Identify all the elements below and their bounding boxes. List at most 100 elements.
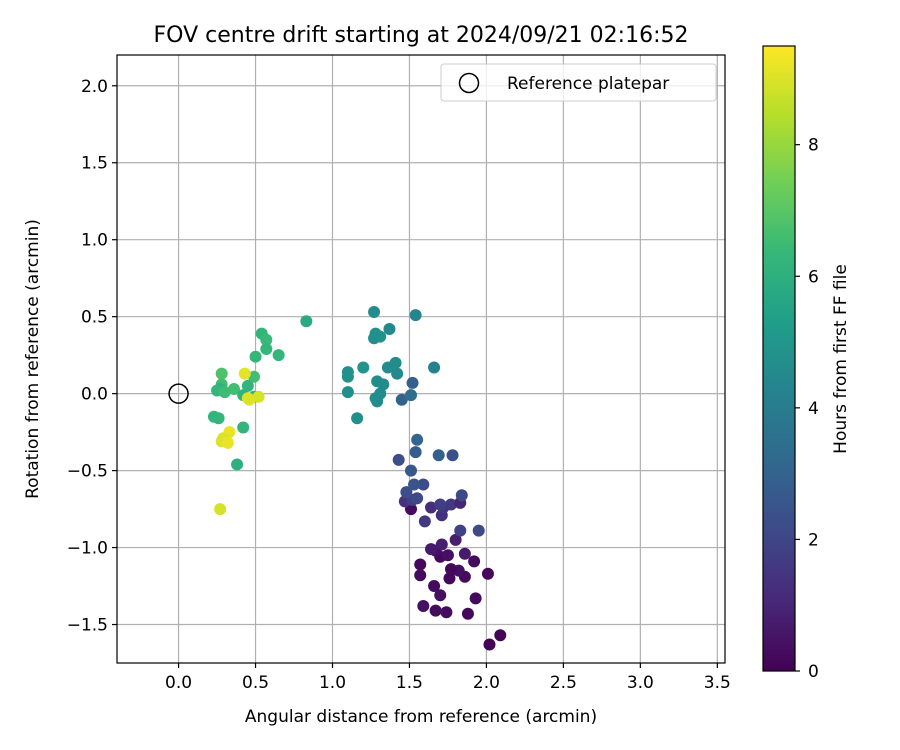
data-point	[214, 503, 227, 516]
data-points	[168, 306, 507, 651]
colorbar-label: Hours from first FF file	[831, 264, 851, 454]
legend-entry-reference-platepar: Reference platepar	[507, 74, 669, 94]
data-point	[425, 501, 438, 514]
data-point	[417, 478, 430, 491]
colorbar-tick-label: 0	[808, 662, 819, 682]
data-point	[241, 392, 254, 405]
legend-marker-icon	[458, 72, 480, 94]
data-point	[260, 333, 273, 346]
data-point	[395, 393, 408, 406]
data-point	[368, 306, 381, 319]
data-point	[432, 449, 445, 462]
colorbar: 0 2 4 6 8 Hours from first FF file	[762, 45, 851, 682]
colorbar-ticks: 0 2 4 6 8	[795, 136, 819, 682]
data-point	[238, 367, 251, 380]
y-tick-label: 2.0	[81, 77, 108, 97]
data-point	[212, 412, 225, 425]
data-point	[458, 547, 471, 560]
x-tick-label: 3.5	[704, 673, 731, 693]
data-point	[237, 421, 250, 434]
colorbar-gradient	[762, 45, 796, 672]
data-point	[428, 361, 441, 374]
data-point	[231, 458, 244, 471]
grid	[117, 55, 725, 663]
data-point	[247, 370, 260, 383]
data-point	[454, 524, 467, 537]
legend-box	[440, 63, 717, 102]
data-point	[461, 607, 474, 620]
data-point	[249, 350, 262, 363]
data-point	[341, 366, 354, 379]
x-axis-label: Angular distance from reference (arcmin)	[245, 707, 597, 727]
data-point	[441, 549, 454, 562]
data-point	[218, 386, 231, 399]
reference-platepar-marker	[168, 383, 189, 404]
data-point	[417, 600, 430, 613]
chart-title: FOV centre drift starting at 2024/09/21 …	[154, 23, 689, 48]
data-point	[400, 486, 413, 499]
data-point	[369, 392, 382, 405]
data-point	[418, 515, 431, 528]
plot-frame	[116, 54, 726, 664]
data-point	[425, 543, 438, 556]
data-point	[414, 569, 427, 582]
colorbar-tick-label: 4	[808, 399, 819, 419]
data-point	[406, 376, 419, 389]
data-point	[435, 538, 448, 551]
x-tick-label: 0.5	[242, 673, 269, 693]
x-tick-label: 3.0	[627, 673, 654, 693]
x-axis-ticks: 0.0 0.5 1.0 1.5 2.0 2.5 3.0 3.5	[165, 663, 731, 693]
data-point	[411, 433, 424, 446]
y-tick-label: 1.0	[81, 231, 108, 251]
data-point	[260, 342, 273, 355]
data-point	[411, 492, 424, 505]
data-point	[446, 449, 459, 462]
y-axis-label: Rotation from reference (arcmin)	[23, 219, 43, 499]
data-point	[445, 498, 458, 511]
data-point	[300, 315, 313, 328]
legend: Reference platepar	[440, 63, 717, 102]
data-point	[481, 567, 494, 580]
data-point	[440, 606, 453, 619]
data-point	[494, 629, 507, 642]
data-point	[445, 563, 458, 576]
data-point	[409, 446, 422, 459]
data-point	[341, 386, 354, 399]
data-point	[483, 638, 496, 651]
data-point	[469, 592, 482, 605]
data-point	[215, 367, 228, 380]
data-point	[391, 367, 404, 380]
data-point	[377, 378, 390, 391]
y-axis-ticks: −1.5 −1.0 −0.5 0.0 0.5 1.0 1.5 2.0	[67, 77, 117, 636]
data-point	[409, 309, 422, 322]
data-point	[383, 322, 396, 335]
x-tick-label: 1.0	[319, 673, 346, 693]
data-point	[428, 580, 441, 593]
y-tick-label: 0.5	[81, 308, 108, 328]
y-tick-label: 0.0	[81, 385, 108, 405]
data-point	[227, 383, 240, 396]
y-tick-label: −1.5	[67, 616, 108, 636]
data-point	[434, 498, 447, 511]
data-point	[389, 356, 402, 369]
data-point	[357, 361, 370, 374]
data-point	[404, 389, 417, 402]
y-tick-label: −0.5	[67, 462, 108, 482]
data-point	[468, 555, 481, 568]
data-point	[472, 524, 485, 537]
data-point	[449, 533, 462, 546]
data-point	[369, 327, 382, 340]
y-tick-label: −1.0	[67, 539, 108, 559]
data-point	[272, 349, 285, 362]
x-tick-label: 1.5	[396, 673, 423, 693]
data-point	[241, 379, 254, 392]
x-tick-label: 0.0	[165, 673, 192, 693]
y-tick-label: 1.5	[81, 154, 108, 174]
data-point	[434, 589, 447, 602]
data-point	[414, 558, 427, 571]
x-tick-label: 2.5	[550, 673, 577, 693]
data-point	[429, 604, 442, 617]
colorbar-tick-label: 8	[808, 136, 819, 156]
data-point	[443, 572, 456, 585]
